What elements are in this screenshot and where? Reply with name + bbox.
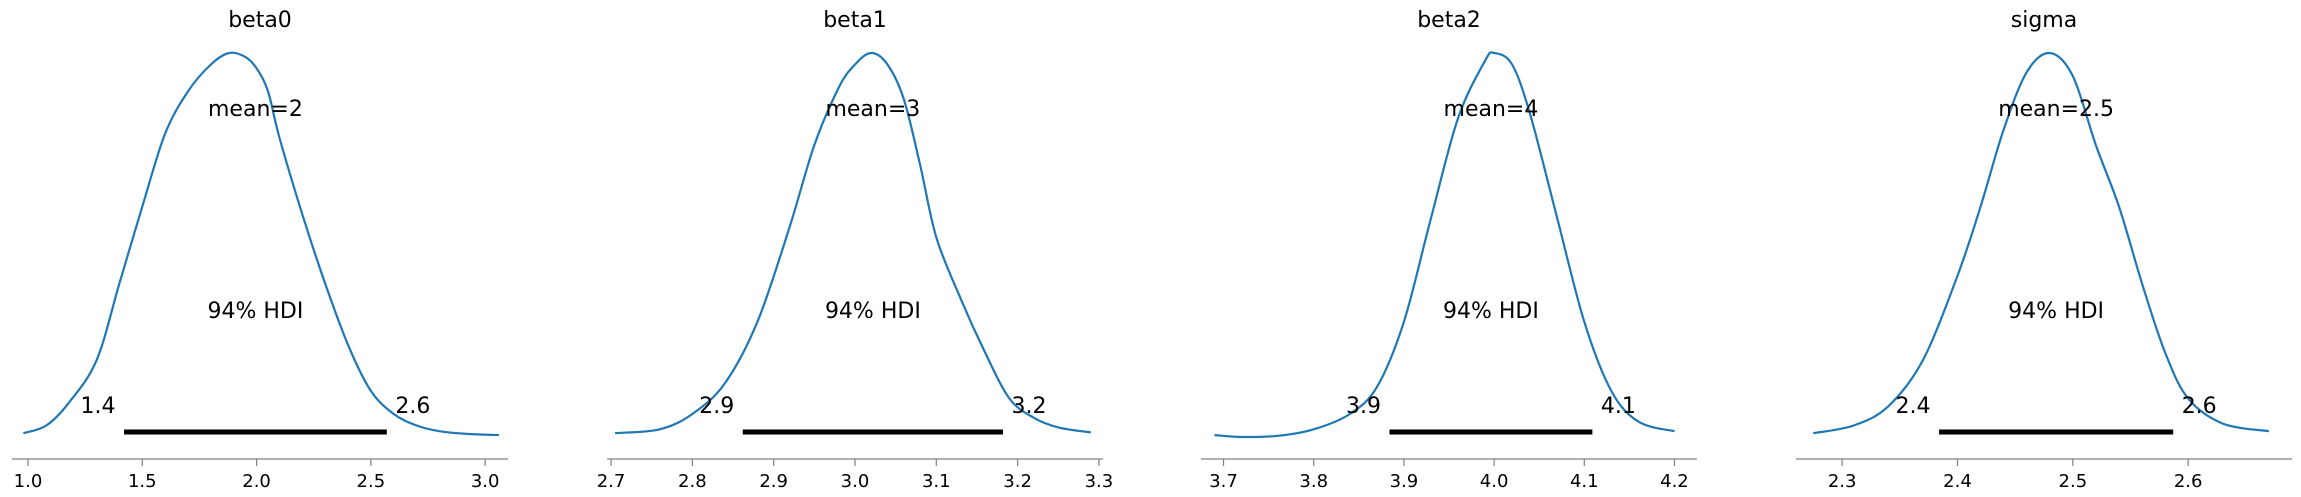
hdi-label: 94% HDI: [1443, 299, 1539, 324]
x-tick-label: 1.0: [14, 471, 43, 492]
hdi-low-label: 3.9: [1346, 394, 1381, 419]
mean-label: mean=3: [825, 97, 920, 122]
x-tick-label: 2.9: [759, 471, 788, 492]
x-tick-label: 4.2: [1660, 471, 1689, 492]
mean-label: mean=2: [208, 97, 303, 122]
hdi-high-label: 4.1: [1601, 394, 1636, 419]
subplot-sigma: 2.3 2.4 2.5 2.6 sigma mean=2.5 94% HDI 2.4 2.6: [1796, 8, 2292, 492]
x-tick-label: 3.7: [1209, 471, 1238, 492]
subplot-beta2: 3.7 3.8 3.9 4.0 4.1 4.2 beta2 mean=4 94% HDI 3.9 4…: [1201, 8, 1697, 492]
x-tick-label: 3.2: [1003, 471, 1032, 492]
subplot-title: sigma: [2011, 8, 2077, 33]
x-tick-label: 3.9: [1390, 471, 1419, 492]
subplot-beta0: 1.0 1.5 2.0 2.5 3.0 beta0 mean=2 94% HDI 1.4 2.6: [12, 8, 508, 492]
x-tick-label: 2.0: [242, 471, 271, 492]
hdi-label: 94% HDI: [207, 299, 303, 324]
x-tick-label: 1.5: [128, 471, 157, 492]
subplot-title: beta1: [823, 8, 887, 33]
x-tick-label: 4.0: [1480, 471, 1509, 492]
x-tick-label: 4.1: [1570, 471, 1599, 492]
hdi-label: 94% HDI: [825, 299, 921, 324]
hdi-low-label: 2.9: [699, 394, 734, 419]
density-curve: [23, 51, 499, 437]
x-tick-label: 2.5: [2059, 471, 2088, 492]
hdi-high-label: 3.2: [1011, 394, 1046, 419]
x-tick-label: 3.1: [922, 471, 951, 492]
x-tick-label: 2.6: [2174, 471, 2203, 492]
hdi-high-label: 2.6: [2182, 394, 2217, 419]
hdi-low-label: 2.4: [1896, 394, 1931, 419]
x-tick-label: 3.3: [1085, 471, 1114, 492]
x-tick-label: 3.8: [1299, 471, 1328, 492]
x-tick-label: 2.5: [357, 471, 386, 492]
hdi-low-label: 1.4: [81, 394, 116, 419]
hdi-label: 94% HDI: [2008, 299, 2104, 324]
x-tick-label: 3.0: [841, 471, 870, 492]
mean-label: mean=2.5: [1998, 97, 2114, 122]
x-tick-label: 2.7: [597, 471, 626, 492]
x-tick-label: 2.3: [1828, 471, 1857, 492]
density-curve: [1214, 51, 1675, 439]
mean-label: mean=4: [1444, 97, 1539, 122]
subplot-title: beta0: [228, 8, 292, 33]
x-tick-label: 2.4: [1943, 471, 1972, 492]
subplot-beta1: 2.7 2.8 2.9 3.0 3.1 3.2 3.3 beta1 mean=3 94% HDI 2…: [597, 8, 1114, 492]
density-curve: [1813, 51, 2270, 435]
x-tick-label: 2.8: [678, 471, 707, 492]
subplot-title: beta2: [1417, 8, 1481, 33]
x-tick-label: 3.0: [471, 471, 500, 492]
hdi-high-label: 2.6: [395, 394, 430, 419]
density-curve: [614, 51, 1091, 435]
